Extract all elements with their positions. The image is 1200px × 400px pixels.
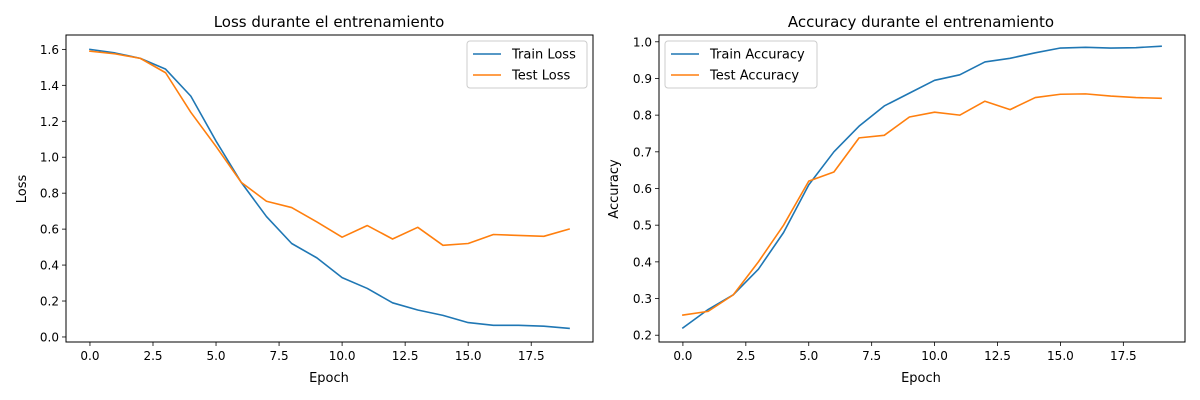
loss-legend-box xyxy=(466,40,588,89)
accuracy-y-tick-label: 1.0 xyxy=(633,35,652,49)
accuracy-legend-box xyxy=(664,40,818,89)
accuracy-y-tick-label: 0.9 xyxy=(633,72,652,86)
loss-legend-test-label: Test Loss xyxy=(511,69,570,84)
accuracy-x-tick-label: 2.5 xyxy=(736,349,755,363)
loss-x-tick-label: 2.5 xyxy=(143,349,162,363)
loss-y-ticks: 0.0 0.2 0.4 0.6 0.8 1.0 1.2 1.4 1.6 xyxy=(40,43,66,344)
accuracy-y-ticks: 0.2 0.3 0.4 0.5 0.6 0.7 0.8 0.9 1.0 xyxy=(633,35,659,343)
accuracy-y-tick-label: 0.6 xyxy=(633,182,652,196)
accuracy-x-tick-label: 17.5 xyxy=(1110,349,1137,363)
accuracy-y-tick-label: 0.4 xyxy=(633,255,652,269)
loss-x-axis-label: Epoch xyxy=(309,371,349,386)
accuracy-y-tick-label: 0.2 xyxy=(633,329,652,343)
loss-legend: Train Loss Test Loss xyxy=(466,40,588,89)
accuracy-y-tick-label: 0.3 xyxy=(633,292,652,306)
loss-x-ticks: 0.0 2.5 5.0 7.5 10.0 12.5 15.0 17.5 xyxy=(80,342,545,363)
loss-legend-train-label: Train Loss xyxy=(511,48,576,63)
loss-y-tick-label: 1.6 xyxy=(40,43,59,57)
accuracy-legend: Train Accuracy Test Accuracy xyxy=(664,40,818,89)
accuracy-y-tick-label: 0.5 xyxy=(633,219,652,233)
accuracy-x-tick-label: 7.5 xyxy=(862,349,881,363)
accuracy-x-tick-label: 10.0 xyxy=(921,349,948,363)
loss-series-line-train-loss xyxy=(89,48,570,330)
loss-y-axis-label: Loss xyxy=(15,175,30,204)
loss-y-tick-label: 0.2 xyxy=(40,295,59,309)
loss-x-tick-label: 7.5 xyxy=(270,349,289,363)
loss-x-tick-label: 12.5 xyxy=(392,349,419,363)
accuracy-y-tick-label: 0.8 xyxy=(633,109,652,123)
accuracy-y-tick-label: 0.7 xyxy=(633,145,652,159)
accuracy-x-axis-label: Epoch xyxy=(901,371,941,386)
accuracy-y-axis-label: Accuracy xyxy=(607,159,622,219)
loss-y-tick-label: 0.0 xyxy=(40,330,59,344)
accuracy-chart-title: Accuracy durante el entrenamiento xyxy=(788,13,1054,31)
accuracy-chart: Accuracy durante el entrenamiento 0.0 2.5… xyxy=(607,13,1186,386)
loss-x-tick-label: 10.0 xyxy=(329,349,356,363)
loss-y-tick-label: 0.6 xyxy=(40,223,59,237)
loss-y-tick-label: 0.4 xyxy=(40,259,59,273)
loss-chart: Loss durante el entrenamiento 0.0 2.5 5.0 7… xyxy=(15,13,594,386)
loss-y-tick-label: 1.4 xyxy=(40,79,59,93)
accuracy-x-tick-label: 5.0 xyxy=(799,349,818,363)
accuracy-x-tick-label: 0.0 xyxy=(673,349,692,363)
loss-axes-frame xyxy=(65,34,594,343)
accuracy-series-line-train-accuracy xyxy=(681,45,1162,329)
accuracy-legend-train-label: Train Accuracy xyxy=(709,48,805,63)
loss-y-tick-label: 0.8 xyxy=(40,187,59,201)
loss-y-tick-label: 1.2 xyxy=(40,115,59,129)
accuracy-x-tick-label: 15.0 xyxy=(1047,349,1074,363)
accuracy-axes-frame xyxy=(658,34,1186,343)
accuracy-series-group xyxy=(681,45,1162,329)
accuracy-x-ticks: 0.0 2.5 5.0 7.5 10.0 12.5 15.0 17.5 xyxy=(673,342,1137,363)
loss-y-tick-label: 1.0 xyxy=(40,151,59,165)
loss-x-tick-label: 17.5 xyxy=(518,349,545,363)
loss-x-tick-label: 5.0 xyxy=(206,349,225,363)
loss-series-group xyxy=(89,48,571,330)
loss-series-line-test-loss xyxy=(89,50,571,247)
accuracy-legend-test-label: Test Accuracy xyxy=(709,69,799,84)
accuracy-x-tick-label: 12.5 xyxy=(984,349,1011,363)
loss-chart-title: Loss durante el entrenamiento xyxy=(214,13,445,31)
loss-x-tick-label: 15.0 xyxy=(455,349,482,363)
accuracy-series-line-test-accuracy xyxy=(682,93,1162,316)
loss-x-tick-label: 0.0 xyxy=(80,349,99,363)
